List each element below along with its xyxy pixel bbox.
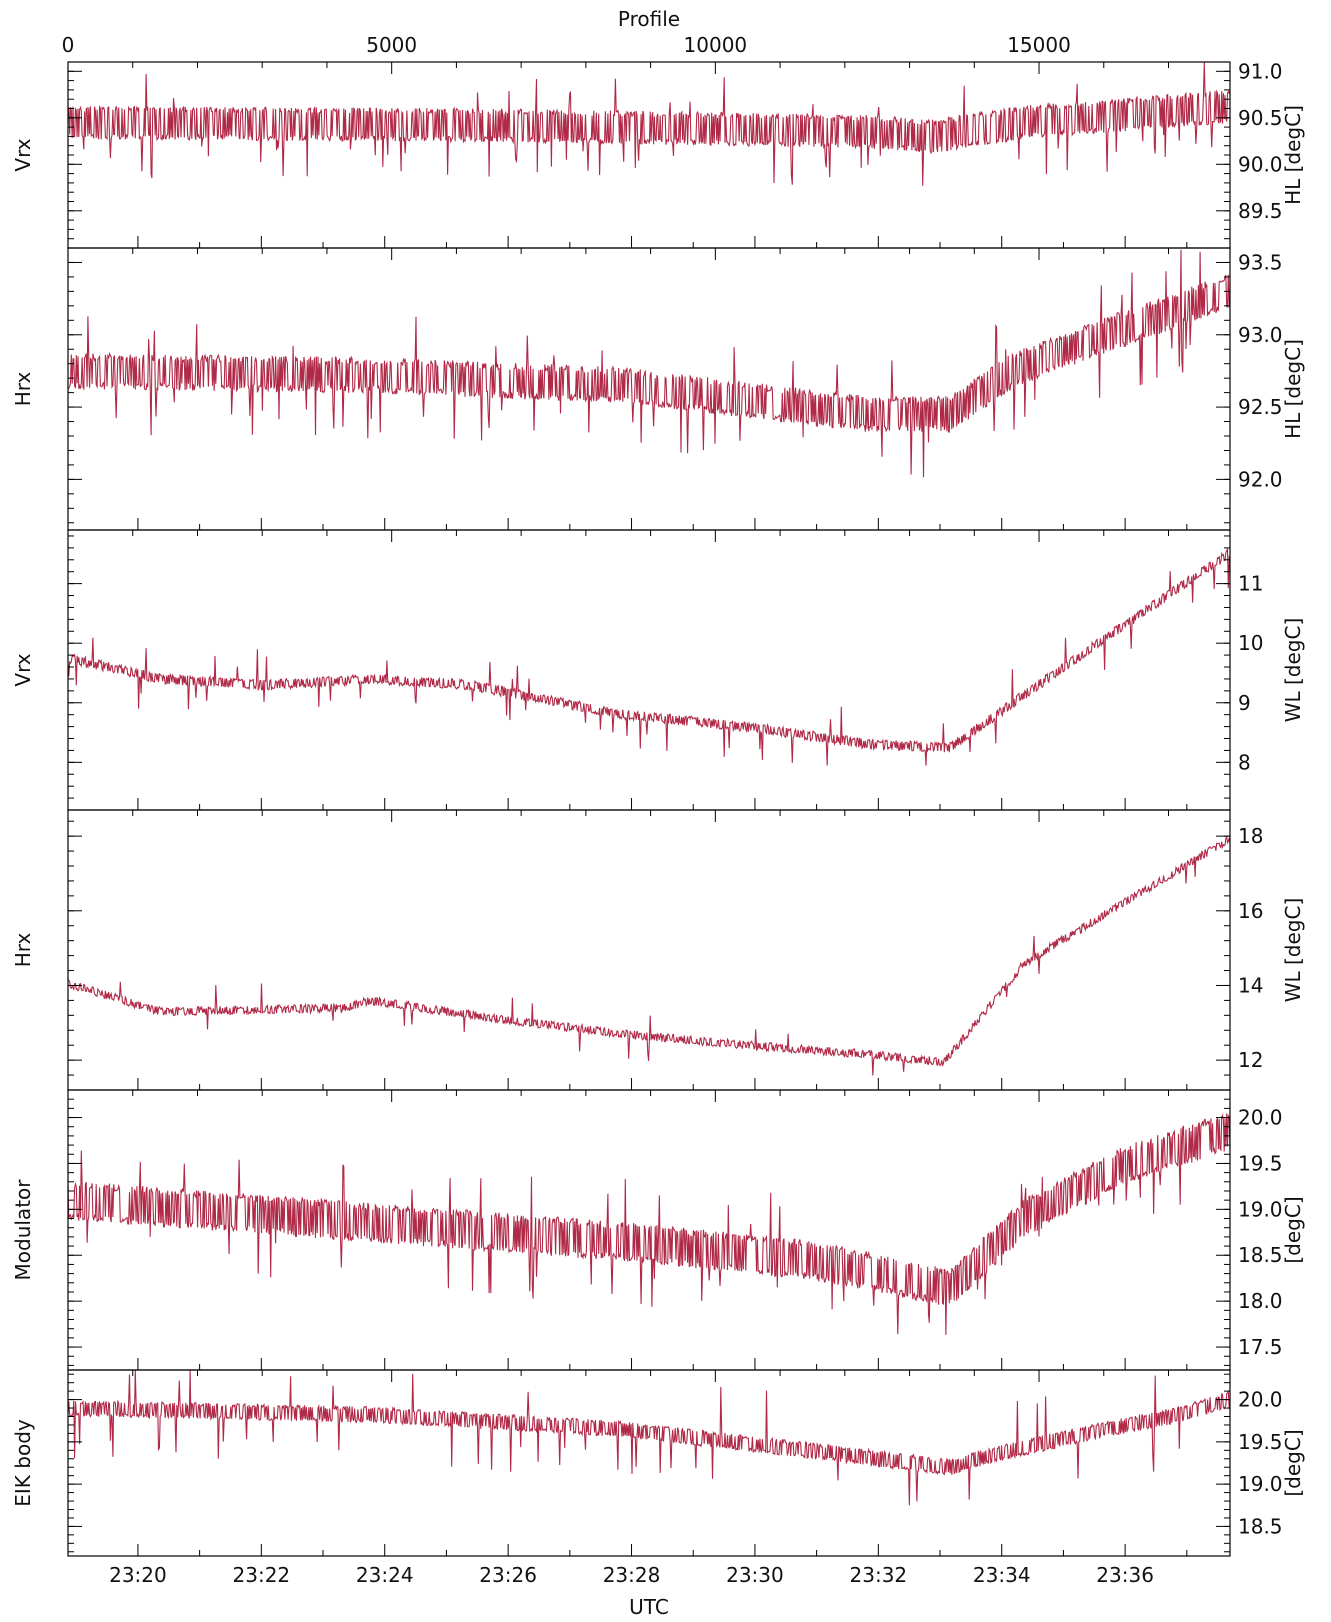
series-trace	[68, 835, 1230, 1076]
panel-3: 8 9 10 11 Vrx WL [degC]	[11, 529, 1305, 811]
y-tick-label: 90.0	[1238, 152, 1283, 176]
utc-tick-label: 23:24	[356, 1563, 414, 1587]
right-axis-label: WL [degC]	[1281, 898, 1305, 1003]
left-axis-label: Vrx	[11, 653, 35, 686]
y-tick-label: 92.5	[1238, 395, 1283, 419]
y-tick-label: 92.0	[1238, 467, 1283, 491]
profile-tick-label: 15000	[1007, 33, 1071, 57]
panel-1: 89.5 90.0 90.5 91.0 Vrx HL [degC]	[11, 59, 1305, 249]
y-tick-label: 18.0	[1238, 1289, 1283, 1313]
y-tick-label: 19.5	[1238, 1151, 1283, 1175]
y-tick-label: 89.5	[1238, 199, 1283, 223]
y-tick-label: 91.0	[1238, 59, 1283, 83]
series-trace	[68, 1113, 1230, 1335]
utc-tick-label: 23:28	[603, 1563, 661, 1587]
series-trace	[68, 1370, 1230, 1506]
panel-4: 12 14 16 18 Hrx WL [degC]	[11, 809, 1305, 1091]
y-tick-label: 14	[1238, 973, 1263, 997]
utc-tick-label: 23:32	[850, 1563, 908, 1587]
profile-tick-label: 10000	[684, 33, 748, 57]
panel-6: 18.5 19.0 19.5 20.0 EIK body [degC]	[11, 1369, 1305, 1557]
y-tick-label: 93.5	[1238, 250, 1283, 274]
utc-tick-label: 23:34	[973, 1563, 1031, 1587]
right-axis-label: WL [degC]	[1281, 618, 1305, 723]
panel-frame	[67, 1369, 1231, 1557]
left-axis-label: Vrx	[11, 138, 35, 171]
panel-5: 17.5 18.0 18.5 19.0 19.5 20.0 Modulator [degC]	[11, 1089, 1305, 1371]
utc-tick-label: 23:36	[1096, 1563, 1154, 1587]
y-tick-label: 20.0	[1238, 1106, 1283, 1130]
right-axis-label: [degC]	[1281, 1429, 1305, 1496]
series-trace	[68, 547, 1230, 766]
right-axis-label: HL [degC]	[1281, 105, 1305, 205]
y-tick-label: 10	[1238, 631, 1263, 655]
y-tick-label: 17.5	[1238, 1335, 1283, 1359]
series-trace	[68, 62, 1230, 186]
profile-tick-label: 5000	[366, 33, 417, 57]
utc-tick-label: 23:20	[109, 1563, 167, 1587]
left-axis-label: Modulator	[11, 1179, 35, 1281]
left-axis-label: EIK body	[11, 1419, 35, 1507]
panel-frame	[67, 529, 1231, 811]
panel-frame	[67, 247, 1231, 531]
y-tick-label: 8	[1238, 750, 1251, 774]
series-trace	[68, 249, 1230, 478]
right-axis-label: HL [degC]	[1281, 339, 1305, 439]
y-tick-label: 18.5	[1238, 1243, 1283, 1267]
y-tick-label: 20.0	[1238, 1388, 1283, 1412]
y-tick-label: 18.5	[1238, 1514, 1283, 1538]
left-axis-label: Hrx	[11, 933, 35, 968]
y-tick-label: 19.0	[1238, 1197, 1283, 1221]
panel-2: 92.0 92.5 93.0 93.5 Hrx HL [degC]	[11, 247, 1305, 531]
y-tick-label: 16	[1238, 899, 1263, 923]
left-axis-label: Hrx	[11, 372, 35, 407]
y-tick-label: 9	[1238, 691, 1251, 715]
utc-tick-label: 23:22	[233, 1563, 291, 1587]
y-tick-label: 18	[1238, 824, 1263, 848]
top-axis-label: Profile	[618, 7, 680, 31]
y-tick-label: 19.0	[1238, 1472, 1283, 1496]
panels: 89.5 90.0 90.5 91.0 Vrx HL [degC] 92.0 92.5 93.0…	[11, 33, 1305, 1587]
profile-tick-label: 0	[62, 33, 75, 57]
y-tick-label: 93.0	[1238, 323, 1283, 347]
utc-tick-label: 23:26	[479, 1563, 537, 1587]
y-tick-label: 11	[1238, 572, 1263, 596]
utc-tick-label: 23:30	[726, 1563, 784, 1587]
right-axis-label: [degC]	[1281, 1196, 1305, 1263]
y-tick-label: 12	[1238, 1048, 1263, 1072]
y-tick-label: 90.5	[1238, 106, 1283, 130]
y-tick-label: 19.5	[1238, 1430, 1283, 1454]
bottom-axis-label: UTC	[629, 1595, 669, 1619]
panel-frame	[67, 61, 1231, 249]
